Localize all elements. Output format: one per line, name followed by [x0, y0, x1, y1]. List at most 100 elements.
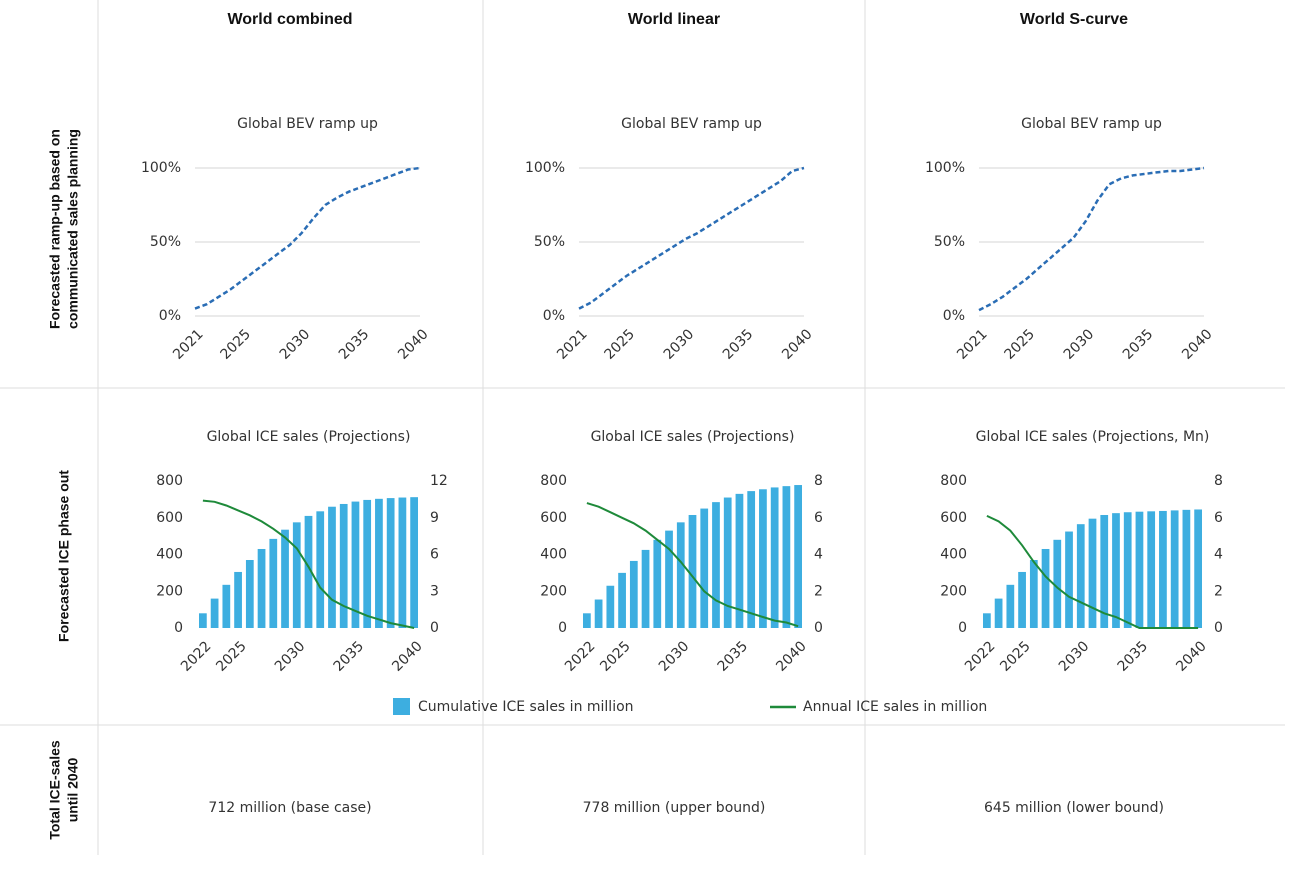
bar	[794, 485, 803, 628]
chart-title: Global ICE sales (Projections)	[591, 429, 795, 445]
bar	[281, 529, 289, 628]
bar	[292, 522, 301, 628]
y-tick-label: 200	[940, 583, 967, 599]
line	[978, 166, 1205, 312]
y-tick-label: 0%	[543, 308, 565, 324]
chart-title: Global ICE sales (Projections)	[207, 429, 411, 445]
bar	[618, 572, 626, 628]
y-tick-label: 400	[156, 547, 183, 563]
bar	[723, 497, 732, 628]
y-tick-label: 600	[156, 510, 183, 526]
bar	[1076, 524, 1085, 628]
bar	[222, 584, 231, 628]
bar	[688, 514, 697, 628]
bar	[339, 503, 348, 628]
bar	[245, 560, 254, 628]
y-tick-label: 600	[540, 510, 567, 526]
bar	[1159, 510, 1167, 628]
bar	[269, 538, 278, 628]
y2-tick-label: 8	[1214, 473, 1223, 489]
bar	[582, 613, 591, 628]
bar	[1123, 512, 1132, 628]
bar	[1135, 511, 1144, 628]
bar	[982, 613, 991, 628]
bar	[1194, 509, 1203, 628]
legend-label: Cumulative ICE sales in million	[418, 699, 634, 715]
column-header: World combined	[227, 11, 352, 28]
bar	[234, 571, 242, 628]
y-tick-label: 800	[940, 473, 967, 489]
bar	[770, 487, 779, 628]
bar	[629, 560, 638, 628]
y-tick-label: 0	[174, 620, 183, 636]
bar	[641, 549, 650, 628]
total-text: 712 million (base case)	[208, 800, 371, 816]
y-tick-label: 200	[540, 583, 567, 599]
y-tick-label: 100%	[525, 160, 565, 176]
y2-tick-label: 6	[1214, 510, 1223, 526]
y2-tick-label: 6	[814, 510, 823, 526]
y-tick-label: 800	[156, 473, 183, 489]
bar	[198, 613, 207, 628]
bar	[1029, 560, 1038, 628]
bar	[747, 491, 756, 628]
legend-swatch	[393, 698, 410, 715]
row-header: Total ICE-sales	[47, 740, 63, 840]
bar	[351, 501, 360, 628]
bar	[676, 522, 685, 628]
y-tick-label: 400	[540, 547, 567, 563]
bar	[304, 515, 313, 628]
bar	[700, 508, 709, 628]
line	[202, 499, 415, 629]
y-tick-label: 400	[940, 547, 967, 563]
chart-title: Global BEV ramp up	[621, 116, 762, 132]
line	[194, 166, 421, 310]
line	[586, 502, 799, 628]
bar	[1170, 510, 1179, 628]
bar	[363, 499, 372, 628]
bar	[653, 539, 662, 628]
y-tick-label: 200	[156, 583, 183, 599]
y-tick-label: 50%	[934, 234, 965, 250]
bar	[316, 511, 325, 628]
bar	[410, 497, 419, 628]
column-header: World linear	[628, 11, 720, 28]
y-tick-label: 100%	[141, 160, 181, 176]
y2-tick-label: 9	[430, 510, 439, 526]
y-tick-label: 0%	[943, 308, 965, 324]
line	[986, 514, 1199, 629]
chart-title: Global BEV ramp up	[237, 116, 378, 132]
bar	[735, 493, 744, 628]
total-text: 645 million (lower bound)	[984, 800, 1164, 816]
row-header: Forecasted ramp-up based on	[47, 129, 63, 329]
bar	[375, 498, 383, 628]
y2-tick-label: 0	[1214, 620, 1223, 636]
bar	[1018, 571, 1026, 628]
bar	[1182, 509, 1191, 628]
bar	[606, 585, 615, 628]
row-header: communicated sales planning	[65, 129, 81, 329]
row-header: Forecasted ICE phase out	[56, 470, 72, 642]
bar	[782, 486, 791, 628]
y2-tick-label: 2	[1214, 583, 1223, 599]
y2-tick-label: 3	[430, 583, 439, 599]
bar	[1088, 518, 1097, 628]
bar	[1053, 539, 1062, 628]
bar	[1112, 513, 1120, 628]
bar	[257, 548, 266, 628]
bar	[398, 497, 407, 628]
bar	[328, 506, 336, 628]
bar	[994, 598, 1003, 628]
y2-tick-label: 4	[814, 547, 823, 563]
y2-tick-label: 0	[430, 620, 439, 636]
y2-tick-label: 0	[814, 620, 823, 636]
bar	[386, 498, 395, 628]
chart-title: Global BEV ramp up	[1021, 116, 1162, 132]
bar	[712, 502, 720, 628]
row-header: until 2040	[65, 758, 81, 823]
total-text: 778 million (upper bound)	[583, 800, 766, 816]
bar	[210, 598, 219, 628]
bar	[665, 530, 673, 628]
y2-tick-label: 6	[430, 547, 439, 563]
